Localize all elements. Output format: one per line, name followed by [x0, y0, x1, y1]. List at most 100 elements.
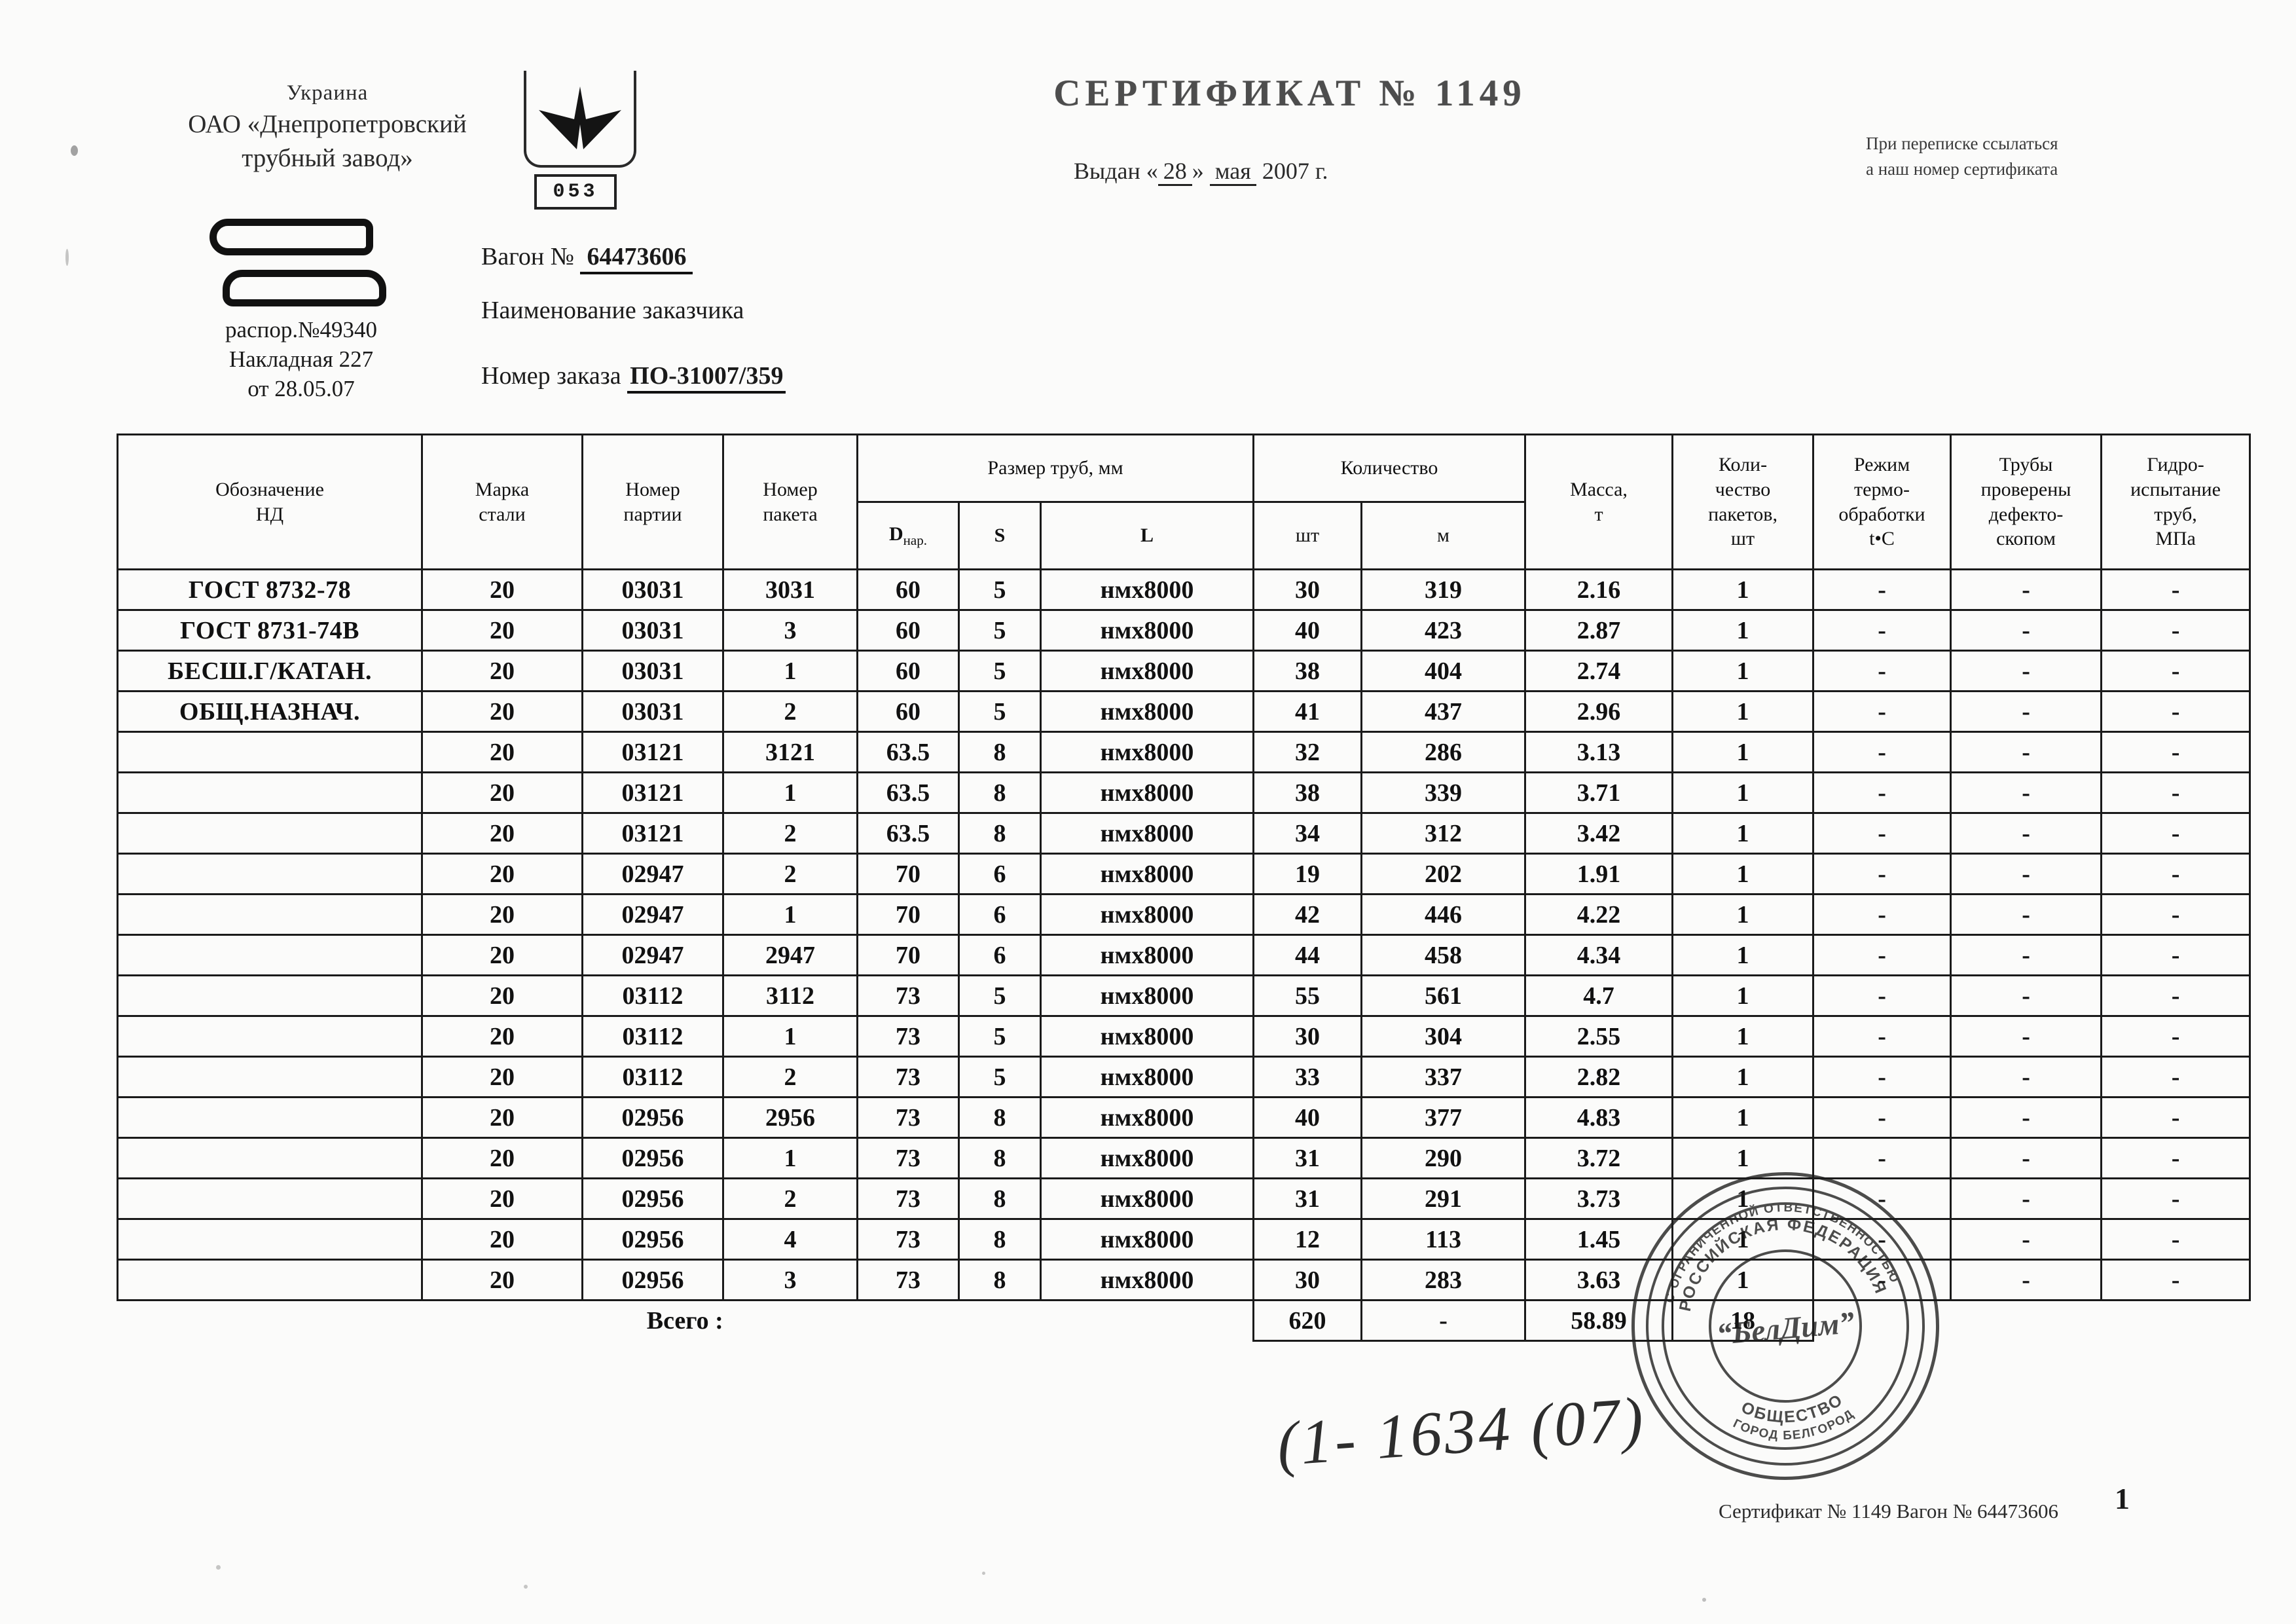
cell-nd: [117, 893, 423, 936]
totals-empty: [1813, 1299, 1951, 1341]
col-header-mass: Масса, т: [1524, 434, 1674, 570]
cell-batch: 02956: [581, 1259, 724, 1301]
wagon-label: Вагон №: [481, 243, 574, 270]
totals-empty: [2101, 1299, 2250, 1341]
table-row: БЕСШ.Г/КАТАН. 20 03031 1 60 5 нмх8000 38 404 2.74…: [117, 650, 2251, 692]
cell-mass: 3.71: [1524, 771, 1674, 814]
cell-pcs: 31: [1252, 1177, 1363, 1220]
cell-d: 73: [856, 1015, 960, 1058]
cell-batch: 03031: [581, 690, 724, 733]
table-row: 20 02947 2 70 6 нмх8000 19 202 1.91 1- - -: [117, 853, 2251, 895]
table-totals-row: Всего :620-58.89 18: [117, 1299, 2250, 1342]
cell-pcs: 55: [1252, 974, 1363, 1017]
table-row: 20 03112 1 73 5 нмх8000 30 304 2.55 1- - -: [117, 1015, 2251, 1058]
cell-mass: 4.7: [1524, 974, 1674, 1017]
cell-flaw: -: [1950, 1096, 2103, 1139]
pipe-logo-icon: [203, 216, 393, 314]
col-header-pipe-size: Размер труб, мм: [856, 434, 1255, 503]
cell-heat: -: [1812, 934, 1952, 976]
cell-heat: -: [1812, 1096, 1952, 1139]
handwritten-annotation: (1- 1634 (07): [1274, 1383, 1648, 1479]
cell-heat: -: [1812, 1177, 1952, 1220]
cell-mass: 4.34: [1524, 934, 1674, 976]
cell-heat: -: [1812, 690, 1952, 733]
cell-nd: ГОСТ 8731-74В: [117, 609, 423, 652]
cell-steel: 20: [421, 1137, 583, 1179]
col-header-packets-count: Коли- чество пакетов, шт: [1671, 434, 1815, 570]
cell-m: 286: [1360, 731, 1527, 773]
issued-day: 28: [1157, 158, 1192, 186]
cell-s: 5: [958, 974, 1042, 1017]
cell-package: 4: [722, 1218, 858, 1261]
cell-packets: 1: [1671, 650, 1815, 692]
cell-flaw: -: [1950, 650, 2103, 692]
col-header-flaw-detection: Трубы проверены дефекто- скопом: [1950, 434, 2103, 570]
cell-steel: 20: [421, 1218, 583, 1261]
table-row: ГОСТ 8731-74В 20 03031 3 60 5 нмх8000 40 423 2.87…: [117, 609, 2251, 652]
footer-reference: Сертификат № 1149 Вагон № 64473606: [1719, 1500, 2059, 1522]
cell-package: 1: [722, 1015, 858, 1058]
wagon-field: Вагон № 64473606: [481, 242, 693, 274]
cell-s: 5: [958, 568, 1042, 611]
cell-packets: 1: [1671, 731, 1815, 773]
cell-d: 60: [856, 690, 960, 733]
cell-heat: -: [1812, 1137, 1952, 1179]
cell-package: 3: [722, 1259, 858, 1301]
cell-s: 5: [958, 1015, 1042, 1058]
col-header-nd: Обозначение НД: [117, 434, 423, 570]
cell-steel: 20: [421, 771, 583, 814]
col-subheader-pieces: шт: [1252, 501, 1363, 570]
totals-mass: 58.89: [1524, 1299, 1674, 1342]
cell-mass: 2.82: [1524, 1056, 1674, 1098]
cell-package: 1: [722, 650, 858, 692]
table-row: 20 03112 3112 73 5 нмх8000 55 561 4.7 1- - -: [117, 974, 2251, 1017]
cell-mass: 3.63: [1524, 1259, 1674, 1301]
cell-heat: -: [1812, 609, 1952, 652]
certificate-title: СЕРТИФИКАТ № 1149: [1053, 73, 1526, 114]
customer-name-label: Наименование заказчика: [481, 297, 744, 324]
cell-packets: 1: [1671, 974, 1815, 1017]
cell-nd: [117, 1015, 423, 1058]
cell-hydro: -: [2100, 1218, 2251, 1261]
table-row: 20 02947 1 70 6 нмх8000 42 446 4.22 1- - -: [117, 893, 2251, 936]
cell-batch: 03121: [581, 812, 724, 855]
table-row: 20 02956 4 73 8 нмх8000 12 113 1.45 1- - -: [117, 1218, 2251, 1261]
cell-pcs: 33: [1252, 1056, 1363, 1098]
page-number: 1: [2115, 1482, 2130, 1515]
cell-heat: -: [1812, 893, 1952, 936]
table-row: 20 03121 1 63.5 8 нмх8000 38 339 3.71 1- - -: [117, 771, 2251, 814]
company-name-line2: трубный завод»: [242, 144, 413, 173]
cell-flaw: -: [1950, 1259, 2103, 1301]
cell-batch: 02956: [581, 1218, 724, 1261]
cell-m: 113: [1360, 1218, 1527, 1261]
cell-hydro: -: [2100, 1096, 2251, 1139]
wagon-number-value: 64473606: [580, 243, 693, 274]
correspondence-note: При переписке ссылаться а наш номер серт…: [1866, 131, 2206, 182]
table-row: 20 02956 2 73 8 нмх8000 31 291 3.73 1- - -: [117, 1177, 2251, 1220]
cell-hydro: -: [2100, 934, 2251, 976]
issued-year: 2007: [1262, 158, 1309, 184]
issued-month: мая: [1209, 158, 1256, 186]
cell-nd: [117, 1137, 423, 1179]
correspondence-note-line1: При переписке ссылаться: [1866, 134, 2058, 153]
company-name-line1: ОАО «Днепропетровский: [188, 110, 467, 139]
issued-suffix: г.: [1315, 158, 1328, 184]
cell-pcs: 30: [1252, 568, 1363, 611]
cell-batch: 03031: [581, 609, 724, 652]
cell-l: нмх8000: [1039, 934, 1255, 976]
cell-package: 2: [722, 690, 858, 733]
quality-mark-icon: [524, 71, 636, 168]
cell-heat: -: [1812, 771, 1952, 814]
cell-hydro: -: [2100, 974, 2251, 1017]
cell-steel: 20: [421, 609, 583, 652]
cell-m: 437: [1360, 690, 1527, 733]
cell-packets: 1: [1671, 771, 1815, 814]
order-field: Номер заказа ПО-31007/359: [481, 361, 786, 394]
cell-steel: 20: [421, 1015, 583, 1058]
order-number-value: ПО-31007/359: [627, 362, 786, 394]
cell-s: 8: [958, 731, 1042, 773]
cell-heat: -: [1812, 974, 1952, 1017]
cell-package: 3112: [722, 974, 858, 1017]
cell-package: 1: [722, 1137, 858, 1179]
cell-mass: 3.73: [1524, 1177, 1674, 1220]
